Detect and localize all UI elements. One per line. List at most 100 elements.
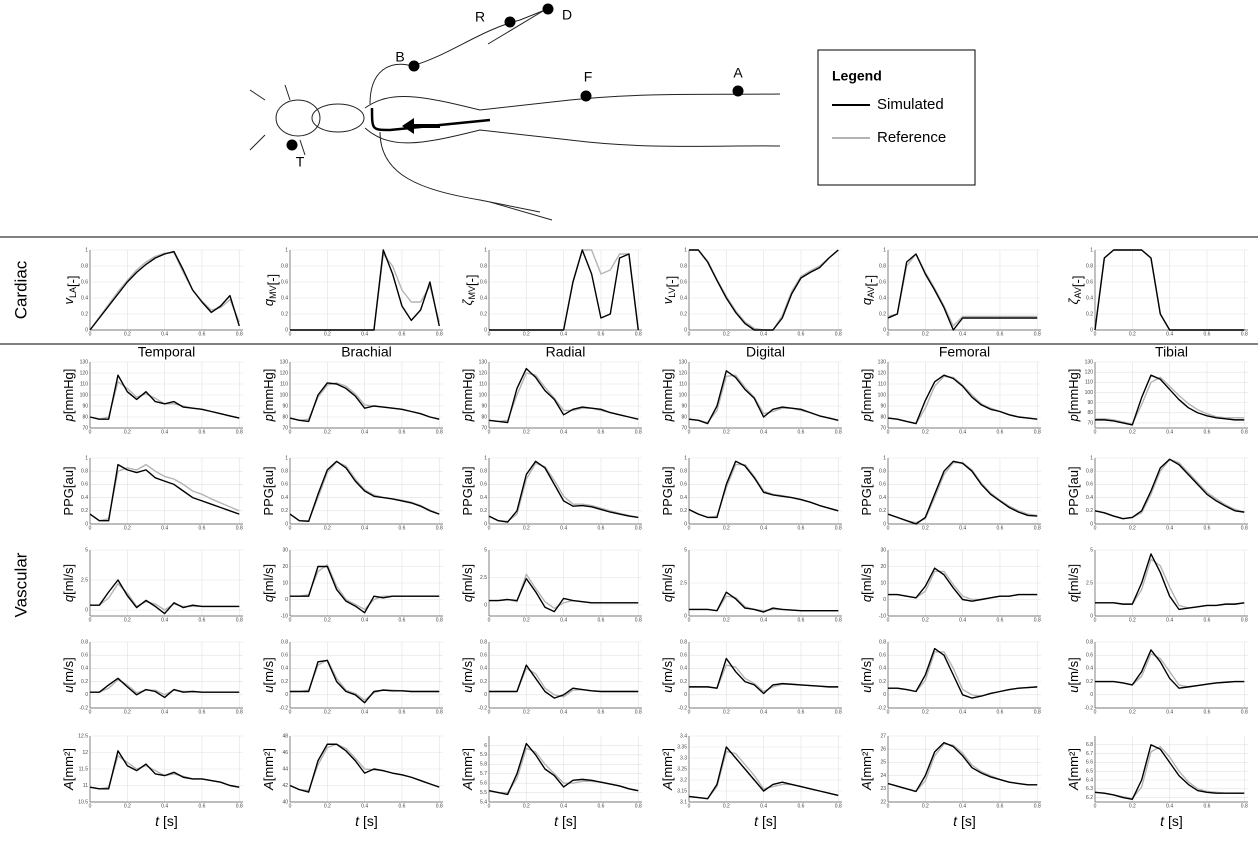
y-label-unit: [-] — [464, 274, 479, 286]
y-label-unit: [au] — [61, 466, 76, 488]
x-tick-label: 0.2 — [1129, 617, 1136, 623]
y-tick-label: 90 — [1087, 400, 1093, 406]
y-axis-label: p[mmHg] — [261, 369, 276, 423]
y-tick-label: 0.8 — [480, 263, 487, 269]
x-tick-label: 0.6 — [797, 617, 804, 623]
x-tick-label: 0 — [1094, 709, 1097, 715]
x-tick-label: 0.2 — [1129, 331, 1136, 337]
y-tick-label: 0.2 — [480, 679, 487, 685]
column-title: Brachial — [341, 344, 392, 360]
legend: Legend Simulated Reference — [818, 50, 975, 185]
y-tick-label: 0.2 — [879, 508, 886, 514]
y-tick-label: 0.8 — [81, 469, 88, 475]
y-label-unit: [mmHg] — [61, 369, 76, 415]
y-label-symbol: u — [261, 685, 276, 692]
y-tick-label: 40 — [282, 799, 288, 805]
y-label-unit: [mm²] — [61, 748, 76, 781]
y-tick-label: 1 — [1090, 455, 1093, 461]
x-tick-label: 0.8 — [635, 331, 642, 337]
x-tick-label: 0.4 — [1166, 803, 1173, 809]
y-label-subscript: MV — [268, 285, 278, 299]
body-outline — [365, 94, 780, 146]
x-tick-label: 0.4 — [161, 331, 168, 337]
y-label-symbol: u — [460, 685, 475, 692]
y-tick-label: 100 — [1085, 390, 1094, 396]
y-label-symbol: PPG — [859, 488, 874, 515]
y-tick-label: 0.4 — [1086, 495, 1093, 501]
x-tick-label: 0.6 — [398, 331, 405, 337]
x-tick-label: 0 — [1094, 331, 1097, 337]
x-tick-label: 0.4 — [161, 803, 168, 809]
y-tick-label: 0.8 — [879, 639, 886, 645]
y-tick-label: 130 — [80, 359, 89, 365]
y-tick-label: 5.6 — [480, 780, 487, 786]
y-tick-label: 0.2 — [281, 311, 288, 317]
x-label-symbol: t — [953, 813, 958, 829]
y-label-symbol: p — [660, 414, 675, 422]
x-tick-label: 0.8 — [436, 617, 443, 623]
column-title: Femoral — [939, 344, 990, 360]
y-tick-label: 90 — [880, 403, 886, 409]
y-tick-label: 0.8 — [680, 639, 687, 645]
x-tick-label: 0.4 — [760, 803, 767, 809]
x-tick-label: 0.8 — [236, 525, 243, 531]
x-tick-label: 0.8 — [635, 709, 642, 715]
x-axis-label: t[s] — [754, 813, 777, 829]
x-tick-label: 0.6 — [198, 617, 205, 623]
x-tick-label: 0.6 — [597, 429, 604, 435]
y-label-symbol: u — [1066, 685, 1081, 692]
x-tick-label: 0.6 — [797, 803, 804, 809]
y-tick-label: 0.6 — [1086, 279, 1093, 285]
y-tick-label: 70 — [481, 425, 487, 431]
y-tick-label: 0.6 — [480, 279, 487, 285]
x-tick-label: 0.6 — [198, 709, 205, 715]
y-label-unit: [-] — [265, 274, 280, 286]
x-tick-label: 0.6 — [797, 331, 804, 337]
y-tick-label: 0.2 — [281, 679, 288, 685]
x-tick-label: 0.8 — [835, 803, 842, 809]
x-tick-label: 0.6 — [1203, 429, 1210, 435]
x-tick-label: 0.8 — [1241, 803, 1248, 809]
y-axis-label: ζMV[-] — [460, 274, 479, 305]
y-tick-label: 1 — [285, 455, 288, 461]
y-tick-label: 100 — [878, 392, 887, 398]
x-tick-label: 0.2 — [523, 525, 530, 531]
subplot: -0.200.20.40.60.800.20.40.60.8u[m/s] — [460, 639, 642, 715]
x-tick-label: 0.2 — [124, 429, 131, 435]
y-tick-label: 130 — [1085, 359, 1094, 365]
y-tick-label: 70 — [282, 425, 288, 431]
x-tick-label: 0.8 — [1241, 331, 1248, 337]
site-label: R — [475, 9, 485, 25]
x-tick-label: 0.4 — [760, 617, 767, 623]
y-label-symbol: p — [859, 414, 874, 422]
y-label-unit: [ml/s] — [660, 564, 675, 595]
y-tick-label: 0.2 — [680, 508, 687, 514]
x-tick-label: 0.4 — [1166, 331, 1173, 337]
y-tick-label: 90 — [681, 403, 687, 409]
y-tick-label: 0.2 — [879, 679, 886, 685]
y-label-unit: [-] — [1070, 276, 1085, 288]
y-tick-label: 0.8 — [281, 639, 288, 645]
x-tick-label: 0 — [887, 331, 890, 337]
arm-outline — [370, 8, 550, 212]
y-tick-label: -0.2 — [678, 705, 687, 711]
y-axis-label: p[mmHg] — [61, 369, 76, 423]
y-axis-label: PPG[au] — [261, 466, 276, 515]
x-axis-label: t[s] — [554, 813, 577, 829]
y-tick-label: 6.8 — [1086, 742, 1093, 748]
y-tick-label: 100 — [80, 392, 89, 398]
x-tick-label: 0.4 — [361, 331, 368, 337]
y-label-subscript: AV — [866, 286, 876, 297]
x-tick-label: 0 — [89, 331, 92, 337]
x-tick-label: 0.4 — [959, 617, 966, 623]
y-tick-label: 6.2 — [1086, 795, 1093, 801]
y-tick-label: 0.6 — [680, 482, 687, 488]
y-axis-label: q[ml/s] — [660, 564, 675, 602]
x-tick-label: 0.2 — [324, 525, 331, 531]
y-tick-label: 23 — [880, 786, 886, 792]
x-tick-label: 0.8 — [835, 331, 842, 337]
x-tick-label: 0.2 — [922, 429, 929, 435]
x-tick-label: 0.4 — [161, 525, 168, 531]
